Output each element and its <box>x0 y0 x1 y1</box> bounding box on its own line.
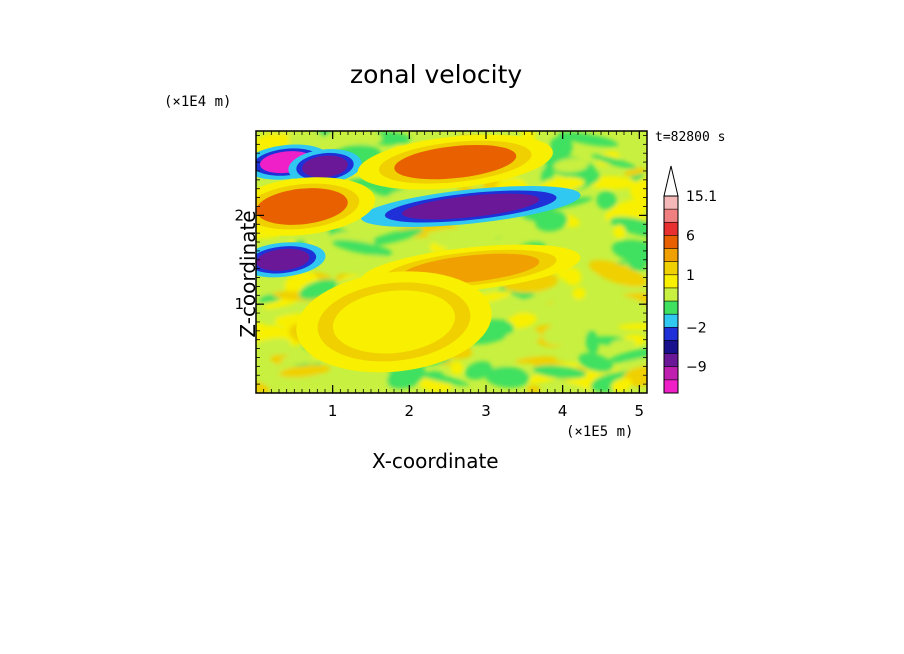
feature-5-level-2 <box>256 188 348 225</box>
texture-blob <box>610 377 633 393</box>
colorbar-swatch <box>664 235 678 249</box>
texture-blob <box>596 190 617 210</box>
texture-blob <box>613 224 626 239</box>
texture-blob <box>578 352 614 373</box>
colorbar-swatch <box>664 261 678 276</box>
feature-1-level-2 <box>302 155 348 178</box>
texture-blob <box>624 167 646 177</box>
texture-blob <box>605 198 647 223</box>
field-features <box>256 134 581 373</box>
texture-blob <box>450 361 464 375</box>
time-label: t=82800 s <box>655 130 726 145</box>
plot-frame <box>255 130 648 394</box>
colorbar-swatch <box>664 301 678 315</box>
texture-blob <box>472 216 533 240</box>
colorbar: 15.1 6 1 −2 −9 <box>663 165 717 394</box>
colorbar-swatch <box>664 209 678 223</box>
colorbar-arrow <box>663 165 679 197</box>
texture-blob <box>485 366 530 388</box>
texture-blob <box>572 287 586 300</box>
texture-blob <box>591 154 637 169</box>
colorbar-label: 15.1 <box>686 189 717 205</box>
texture-blob <box>609 216 647 238</box>
texture-blob <box>622 365 647 387</box>
texture-blob <box>611 239 647 265</box>
texture-blob <box>505 333 525 344</box>
texture-blob <box>536 308 586 317</box>
y-axis-unit: (×1E4 m) <box>164 94 232 110</box>
texture-blob <box>532 365 587 379</box>
colorbar-swatch <box>664 314 678 328</box>
feature-4-level-2 <box>394 144 517 180</box>
texture-blob <box>553 158 589 173</box>
texture-blob <box>535 211 568 232</box>
y-tick-label: 2 <box>234 206 244 224</box>
texture-blob <box>506 312 537 329</box>
chart-title: zonal velocity <box>350 60 523 89</box>
texture-blob <box>585 330 599 355</box>
texture-blob <box>588 259 647 287</box>
colorbar-swatch <box>664 196 678 210</box>
x-axis-unit: (×1E5 m) <box>566 424 634 440</box>
colorbar-label: 1 <box>686 268 695 284</box>
colorbar-label: −9 <box>686 360 707 376</box>
texture-blob <box>332 239 393 256</box>
colorbar-swatch <box>664 222 678 236</box>
texture-blob <box>348 177 395 193</box>
texture-blob <box>586 292 647 312</box>
colorbar-swatch <box>664 340 678 354</box>
feature-7-level-2 <box>332 290 456 354</box>
colorbar-swatch <box>664 327 678 341</box>
plot-axes: 1 2 3 4 5 1 2 <box>234 130 648 420</box>
x-tick-label: 4 <box>558 402 568 420</box>
colorbar-swatch <box>664 366 678 381</box>
texture-blob <box>527 384 541 393</box>
texture-blob <box>610 339 636 348</box>
colorbar-swatch <box>664 353 678 368</box>
texture-blob <box>618 323 647 330</box>
velocity-field <box>256 131 647 393</box>
texture-blob <box>558 131 619 147</box>
colorbar-frame <box>663 195 679 394</box>
texture-blob <box>410 370 470 386</box>
x-tick-label: 3 <box>481 402 491 420</box>
texture-blob <box>279 364 331 378</box>
texture-blob <box>608 347 647 363</box>
colorbar-swatch <box>664 287 678 302</box>
colorbar-swatch <box>664 274 678 289</box>
texture-blob <box>256 338 291 360</box>
texture-blob <box>291 353 318 364</box>
x-tick-label: 1 <box>328 402 338 420</box>
colorbar-label: 6 <box>686 228 695 244</box>
texture-blob <box>527 287 587 308</box>
colorbar-label: −2 <box>686 320 707 336</box>
texture-blob <box>625 133 647 145</box>
x-tick-label: 5 <box>635 402 645 420</box>
x-tick-label: 2 <box>405 402 415 420</box>
texture-blob <box>487 349 541 369</box>
x-axis-label: X-coordinate <box>372 449 499 473</box>
colorbar-swatch <box>664 248 678 262</box>
texture-blob <box>426 228 470 238</box>
texture-blob <box>542 324 575 345</box>
colorbar-swatch <box>664 379 678 394</box>
texture-blob <box>367 228 424 246</box>
y-tick-label: 1 <box>234 295 244 313</box>
texture-blob <box>549 135 573 159</box>
feature-2-level-2 <box>402 193 540 220</box>
texture-blob <box>427 371 444 378</box>
texture-blob <box>515 356 557 364</box>
feature-3-level-2 <box>256 248 310 271</box>
texture-blob <box>628 145 644 160</box>
